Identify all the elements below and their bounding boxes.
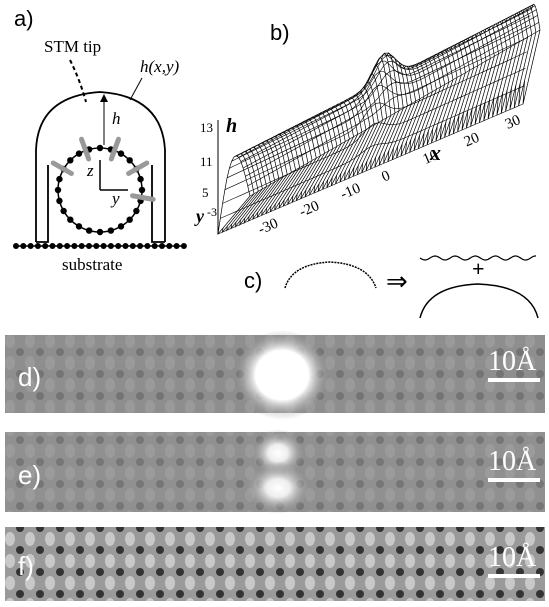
substrate-label: substrate <box>62 255 122 274</box>
x-tick: -20 <box>297 198 322 221</box>
side-group <box>82 139 89 159</box>
atom <box>133 208 139 214</box>
atom <box>79 243 85 249</box>
atom <box>57 243 63 249</box>
atom <box>67 157 73 163</box>
side-group <box>132 196 153 200</box>
y-tick: 5 <box>202 185 209 200</box>
atom <box>137 243 143 249</box>
atom <box>137 176 143 182</box>
atom <box>20 243 26 249</box>
scale-bar-label: 10Å <box>488 542 537 573</box>
atom <box>139 187 145 193</box>
tip-label: STM tip <box>44 37 101 56</box>
panel-a: a) STM tip h(x,y) h z y substrate <box>13 6 187 274</box>
panel-label: b) <box>270 20 290 45</box>
atom <box>35 243 41 249</box>
x-tick: -10 <box>338 180 363 203</box>
atom <box>126 216 132 222</box>
atom <box>152 243 158 249</box>
y-tick: -3 <box>207 205 217 219</box>
defect <box>234 330 330 420</box>
atom <box>118 223 124 229</box>
z-label: z <box>86 161 94 180</box>
atom <box>166 243 172 249</box>
image-e: e) 10Å <box>5 429 545 514</box>
atom <box>60 208 66 214</box>
y-axis-label: y <box>194 206 205 226</box>
implies: ⇒ <box>386 267 408 296</box>
panel-label: c) <box>244 268 262 293</box>
atom <box>50 243 56 249</box>
plus: + <box>472 256 485 281</box>
scale-bar-label: 10Å <box>488 346 537 377</box>
surface-mesh <box>218 4 540 234</box>
atom <box>108 243 114 249</box>
panel-c: c) ⇒ + <box>244 256 538 318</box>
atom <box>97 145 103 151</box>
atom <box>28 243 34 249</box>
atom <box>86 227 92 233</box>
atom <box>93 243 99 249</box>
x-tick: -30 <box>256 216 281 239</box>
smooth-profile <box>420 284 538 318</box>
panel-label: f) <box>18 551 34 581</box>
atom <box>118 150 124 156</box>
atom <box>13 243 19 249</box>
profile <box>285 262 376 288</box>
y-label: y <box>110 189 120 208</box>
side-group <box>111 139 118 159</box>
atom <box>174 243 180 249</box>
x-tick: 30 <box>503 112 523 133</box>
height-label: h <box>112 109 121 128</box>
pointer <box>130 78 142 100</box>
h-axis-label: h <box>226 115 237 137</box>
atom <box>86 243 92 249</box>
atom <box>144 243 150 249</box>
image-d: d) 10Å <box>5 330 545 420</box>
figure: a) STM tip h(x,y) h z y substrate b) h 1… <box>0 0 549 607</box>
mesh-line <box>250 30 540 196</box>
x-tick: 0 <box>379 168 392 186</box>
arrow-head <box>100 94 108 102</box>
image-f: f) 10Å <box>5 527 545 601</box>
atom <box>71 243 77 249</box>
panel-label: e) <box>18 460 41 490</box>
scale-bar-label: 10Å <box>488 446 537 477</box>
atom <box>56 198 62 204</box>
h-tick: 13 <box>200 120 213 135</box>
tube-atoms <box>53 139 153 235</box>
panel-label: d) <box>18 362 41 392</box>
stm-image <box>5 527 545 601</box>
atom <box>76 223 82 229</box>
h-tick: 11 <box>200 154 213 169</box>
atom <box>126 157 132 163</box>
atom <box>108 227 114 233</box>
x-tick: 20 <box>462 130 482 151</box>
atom <box>159 243 165 249</box>
atom <box>55 187 61 193</box>
atom <box>181 243 187 249</box>
panel-label: a) <box>14 6 34 31</box>
atom <box>56 176 62 182</box>
atom <box>67 216 73 222</box>
atom <box>123 243 129 249</box>
atom <box>130 243 136 249</box>
surface-label: h(x,y) <box>140 57 180 76</box>
atom <box>97 229 103 235</box>
atom <box>101 243 107 249</box>
atom <box>64 243 70 249</box>
atom <box>76 150 82 156</box>
defect <box>244 462 312 514</box>
atom <box>42 243 48 249</box>
atom <box>115 243 121 249</box>
